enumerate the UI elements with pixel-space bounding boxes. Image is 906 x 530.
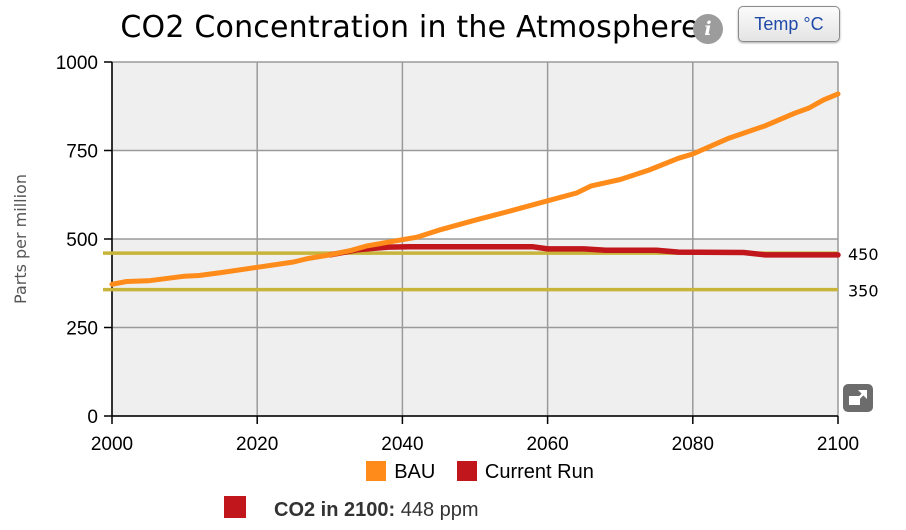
y-tick-label: 1000: [56, 53, 98, 74]
plot-band: [112, 150, 838, 239]
summary-swatch: [224, 496, 246, 518]
x-tick-label: 2080: [672, 434, 714, 455]
legend-item-current-run[interactable]: Current Run: [456, 461, 594, 484]
x-tick-label: 2100: [817, 434, 859, 455]
x-tick-label: 2040: [381, 434, 423, 455]
series-line-current-run: [327, 244, 841, 258]
y-axis-label: Parts per million: [11, 174, 30, 304]
reference-line-label: 450: [848, 245, 879, 264]
legend-label-current-run: Current Run: [484, 461, 594, 484]
x-tick-label: 2060: [526, 434, 568, 455]
summary-value: 448 ppm: [400, 499, 479, 521]
legend-label-bau: BAU: [394, 461, 436, 484]
co2-2100-summary: CO2 in 2100: 448 ppm: [224, 496, 479, 522]
reference-line-label: 350: [848, 282, 879, 301]
y-tick-label: 500: [66, 230, 98, 251]
y-tick-label: 750: [66, 142, 98, 163]
legend-swatch-bau: [366, 461, 387, 482]
temp-units-button[interactable]: Temp °C: [738, 6, 840, 42]
legend-swatch-current-run: [456, 461, 477, 482]
chart-legend: BAU Current Run: [0, 461, 906, 484]
y-tick-label: 250: [66, 319, 98, 340]
summary-label: CO2 in 2100:: [274, 499, 396, 521]
x-tick-label: 2020: [236, 434, 278, 455]
series-line-bau: [109, 91, 841, 287]
y-tick-label: 0: [87, 407, 98, 428]
info-icon[interactable]: i: [693, 14, 723, 44]
legend-item-bau[interactable]: BAU: [366, 461, 435, 484]
expand-icon[interactable]: [843, 384, 873, 412]
x-tick-label: 2000: [91, 434, 133, 455]
chart-title: CO2 Concentration in the Atmosphere: [120, 10, 700, 45]
